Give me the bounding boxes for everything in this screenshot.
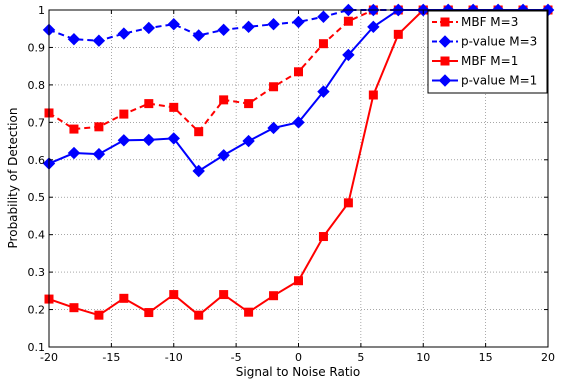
data-point-p-value-m-3 <box>292 15 305 29</box>
data-point-mbf-m-1 <box>269 291 279 301</box>
data-point-p-value-m-3 <box>142 21 156 35</box>
y-tick-label: 0.2 <box>28 304 46 317</box>
x-tick-label: 10 <box>416 351 430 364</box>
y-tick-label: 0.6 <box>28 154 46 167</box>
data-point-p-value-m-1 <box>317 85 330 98</box>
legend: MBF M=3 p-value M=3 MBF M=1 p-value M=1 <box>427 10 548 94</box>
data-point-p-value-m-1 <box>217 149 230 162</box>
y-tick-label: 0.9 <box>28 41 46 54</box>
data-point-mbf-m-1 <box>244 307 254 317</box>
y-tick-label: 0.4 <box>28 229 46 242</box>
x-tick-label: 5 <box>357 351 364 364</box>
data-point-p-value-m-3 <box>267 18 280 31</box>
data-point-mbf-m-1 <box>318 232 328 242</box>
data-point-p-value-m-1 <box>192 164 205 178</box>
x-tick-label: 0 <box>295 351 302 364</box>
legend-item-mbf-m-3: MBF M=3 <box>432 15 518 29</box>
y-axis-label: Probability of Detection <box>6 108 20 249</box>
data-point-p-value-m-1 <box>117 134 131 147</box>
data-point-mbf-m-1 <box>368 90 378 100</box>
data-point-p-value-m-3 <box>92 34 106 47</box>
data-point-mbf-m-1 <box>219 290 229 300</box>
y-tick-label: 0.1 <box>28 341 46 354</box>
data-point-p-value-m-1 <box>142 133 156 147</box>
data-point-mbf-m-3 <box>194 127 204 137</box>
data-point-p-value-m-3 <box>217 23 230 37</box>
data-point-mbf-m-3 <box>294 67 303 77</box>
legend-label: MBF M=3 <box>461 15 518 29</box>
data-point-p-value-m-3 <box>242 20 255 34</box>
legend-swatch-marker <box>438 35 452 48</box>
data-point-mbf-m-3 <box>119 109 129 119</box>
x-tick-label: 20 <box>541 351 555 364</box>
data-point-mbf-m-3 <box>69 124 79 134</box>
y-tick-label: 0.8 <box>28 79 46 92</box>
data-point-p-value-m-1 <box>167 132 180 145</box>
data-point-mbf-m-3 <box>169 102 179 112</box>
y-tick-label: 0.5 <box>28 191 46 204</box>
data-point-p-value-m-3 <box>67 32 81 46</box>
x-axis-label: Signal to Noise Ratio <box>236 365 360 379</box>
x-tick-label: -20 <box>40 351 58 364</box>
data-point-mbf-m-1 <box>94 310 104 320</box>
data-point-p-value-m-1 <box>367 20 380 34</box>
legend-swatch-marker <box>440 17 450 27</box>
data-point-mbf-m-1 <box>169 290 179 300</box>
data-point-mbf-m-3 <box>244 99 254 109</box>
data-point-p-value-m-1 <box>267 121 280 135</box>
data-point-mbf-m-1 <box>69 303 79 313</box>
data-point-p-value-m-1 <box>342 48 355 62</box>
data-point-mbf-m-1 <box>119 293 129 303</box>
data-point-p-value-m-3 <box>167 18 180 31</box>
x-tick-label: 15 <box>479 351 493 364</box>
data-point-mbf-m-3 <box>318 39 328 49</box>
data-point-p-value-m-1 <box>292 116 305 129</box>
legend-item-p-value-m-3: p-value M=3 <box>432 35 537 49</box>
data-point-p-value-m-1 <box>67 146 81 160</box>
data-point-mbf-m-3 <box>94 122 104 132</box>
data-point-mbf-m-1 <box>194 310 204 320</box>
data-point-mbf-m-3 <box>343 16 353 26</box>
legend-item-p-value-m-1: p-value M=1 <box>432 74 537 88</box>
data-point-p-value-m-3 <box>317 10 330 23</box>
data-point-p-value-m-3 <box>117 27 131 40</box>
data-point-mbf-m-1 <box>294 276 303 286</box>
data-point-mbf-m-3 <box>269 82 279 92</box>
data-point-p-value-m-1 <box>242 134 255 148</box>
legend-item-mbf-m-1: MBF M=1 <box>432 54 518 68</box>
legend-swatch-marker <box>440 56 450 66</box>
data-point-mbf-m-1 <box>393 29 403 39</box>
y-tick-label: 0.7 <box>28 116 46 129</box>
x-tick-label: -10 <box>165 351 183 364</box>
ticks: -20 -15 -10 -5 0 5 10 15 20 0.1 0.2 0.3 0.4 0.5 0.6 0.7… <box>28 4 556 364</box>
legend-swatch-marker <box>438 74 452 87</box>
x-tick-label: -5 <box>231 351 242 364</box>
y-tick-label: 0.3 <box>28 266 46 279</box>
data-point-mbf-m-3 <box>144 99 154 109</box>
data-point-p-value-m-1 <box>92 147 106 161</box>
legend-label: MBF M=1 <box>461 54 518 68</box>
data-point-mbf-m-1 <box>144 308 154 318</box>
x-tick-label: -15 <box>102 351 120 364</box>
legend-label: p-value M=3 <box>461 35 537 49</box>
legend-label: p-value M=1 <box>461 74 537 88</box>
data-point-mbf-m-1 <box>343 198 353 208</box>
data-point-p-value-m-3 <box>192 29 205 42</box>
y-tick-label: 1 <box>38 4 45 17</box>
data-point-mbf-m-3 <box>219 95 229 105</box>
